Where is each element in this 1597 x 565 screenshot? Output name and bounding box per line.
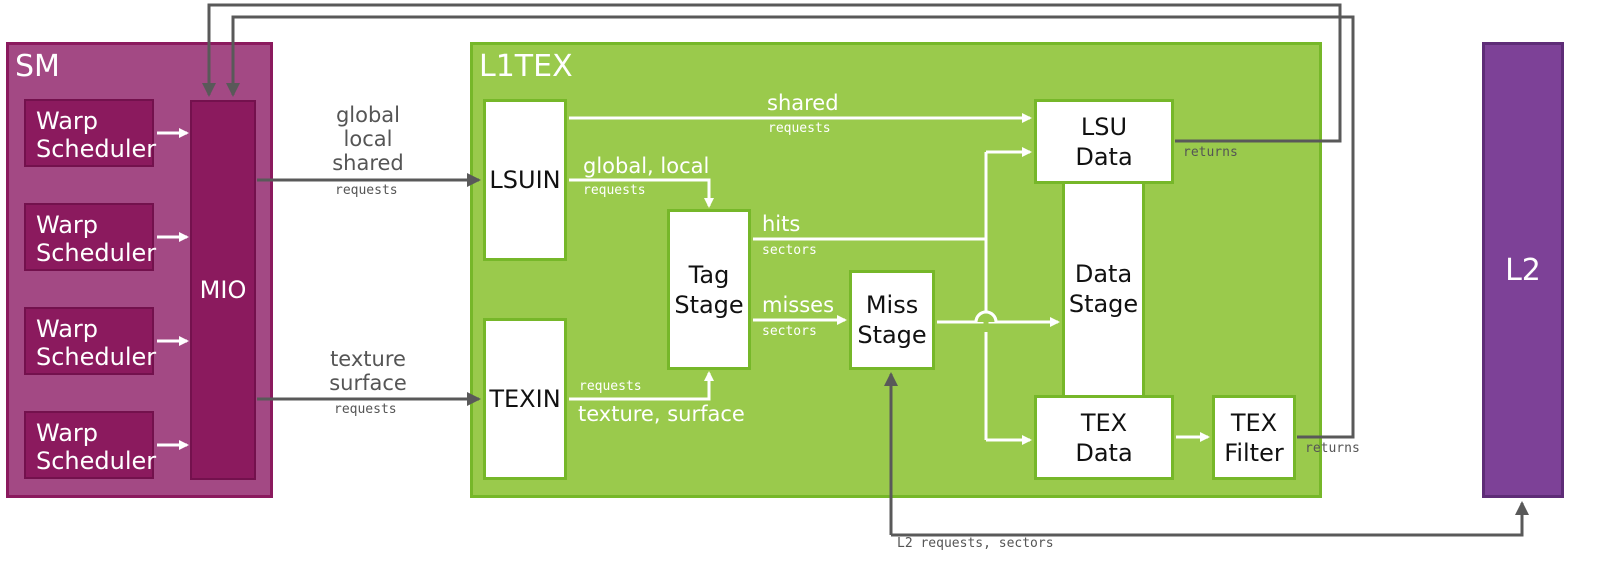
l2-panel — [1482, 42, 1564, 498]
tag-stage-block: Tag Stage — [667, 209, 751, 370]
line-hop-arc — [974, 310, 998, 323]
hits-arrow-sub: sectors — [762, 243, 817, 258]
lsu-data-block: LSU Data — [1034, 99, 1174, 184]
data-stage-label: Data Stage — [1068, 260, 1139, 318]
tex-returns-arrow — [226, 15, 1355, 439]
l2-title: L2 — [1505, 253, 1541, 288]
warp-scheduler-3: Warp Scheduler — [24, 307, 156, 375]
tag-stage-label: Tag Stage — [674, 260, 744, 319]
returns-tex-label: returns — [1305, 441, 1360, 456]
global-local-arrow-sub: requests — [583, 183, 646, 198]
texture-surface-arrow — [569, 371, 714, 401]
tex-filter-block: TEX Filter — [1212, 395, 1296, 480]
shared-arrow-sub: requests — [768, 121, 831, 136]
tex-data-block: TEX Data — [1034, 395, 1174, 480]
miss-stage-label: Miss Stage — [857, 291, 927, 349]
mio-texin-sub: requests — [334, 402, 397, 417]
returns-lsu-label: returns — [1183, 145, 1238, 160]
texture-surface-arrow-label: texture, surface — [578, 402, 745, 426]
mio-label: MIO — [199, 276, 247, 304]
tex-filter-label: TEX Filter — [1224, 408, 1284, 467]
surface-label: surface — [329, 371, 407, 395]
tex-data-label: TEX Data — [1075, 408, 1133, 467]
mio-lsuin-label: global local shared — [318, 103, 418, 175]
warp-scheduler-2: Warp Scheduler — [24, 203, 156, 271]
global-label: global — [335, 103, 401, 127]
texin-block: TEXIN — [483, 318, 567, 480]
warp-scheduler-4: Warp Scheduler — [24, 411, 156, 479]
hits-arrow-label: hits — [762, 212, 801, 236]
global-local-arrow-label: global, local — [583, 154, 710, 178]
mio-block: MIO — [190, 100, 256, 480]
lsuin-block: LSUIN — [483, 99, 567, 261]
local-label: local — [343, 127, 393, 151]
mio-lsuin-sub: requests — [335, 183, 398, 198]
texin-label: TEXIN — [489, 385, 561, 413]
lsu-data-label: LSU Data — [1075, 112, 1133, 171]
miss-to-l2-arrow — [891, 501, 1529, 537]
misses-arrow-label: misses — [762, 293, 835, 317]
lsuin-label: LSUIN — [489, 166, 561, 194]
lsu-returns-arrow — [202, 3, 1342, 143]
shared-arrow-label: shared — [767, 91, 839, 115]
sm-title: SM — [15, 49, 60, 84]
texture-label: texture — [330, 347, 406, 371]
mio-texin-label: texture surface — [318, 347, 418, 395]
l1tex-title: L1TEX — [479, 49, 573, 84]
global-local-arrow — [569, 178, 714, 208]
data-stage-block: Data Stage — [1062, 180, 1145, 398]
l2-requests-label: L2 requests, sectors — [897, 536, 1054, 551]
warp-scheduler-1: Warp Scheduler — [24, 99, 156, 167]
miss-stage-block: Miss Stage — [849, 270, 935, 370]
misses-arrow-sub: sectors — [762, 324, 817, 339]
shared-label: shared — [332, 151, 404, 175]
tex-req-sub: requests — [579, 379, 642, 394]
